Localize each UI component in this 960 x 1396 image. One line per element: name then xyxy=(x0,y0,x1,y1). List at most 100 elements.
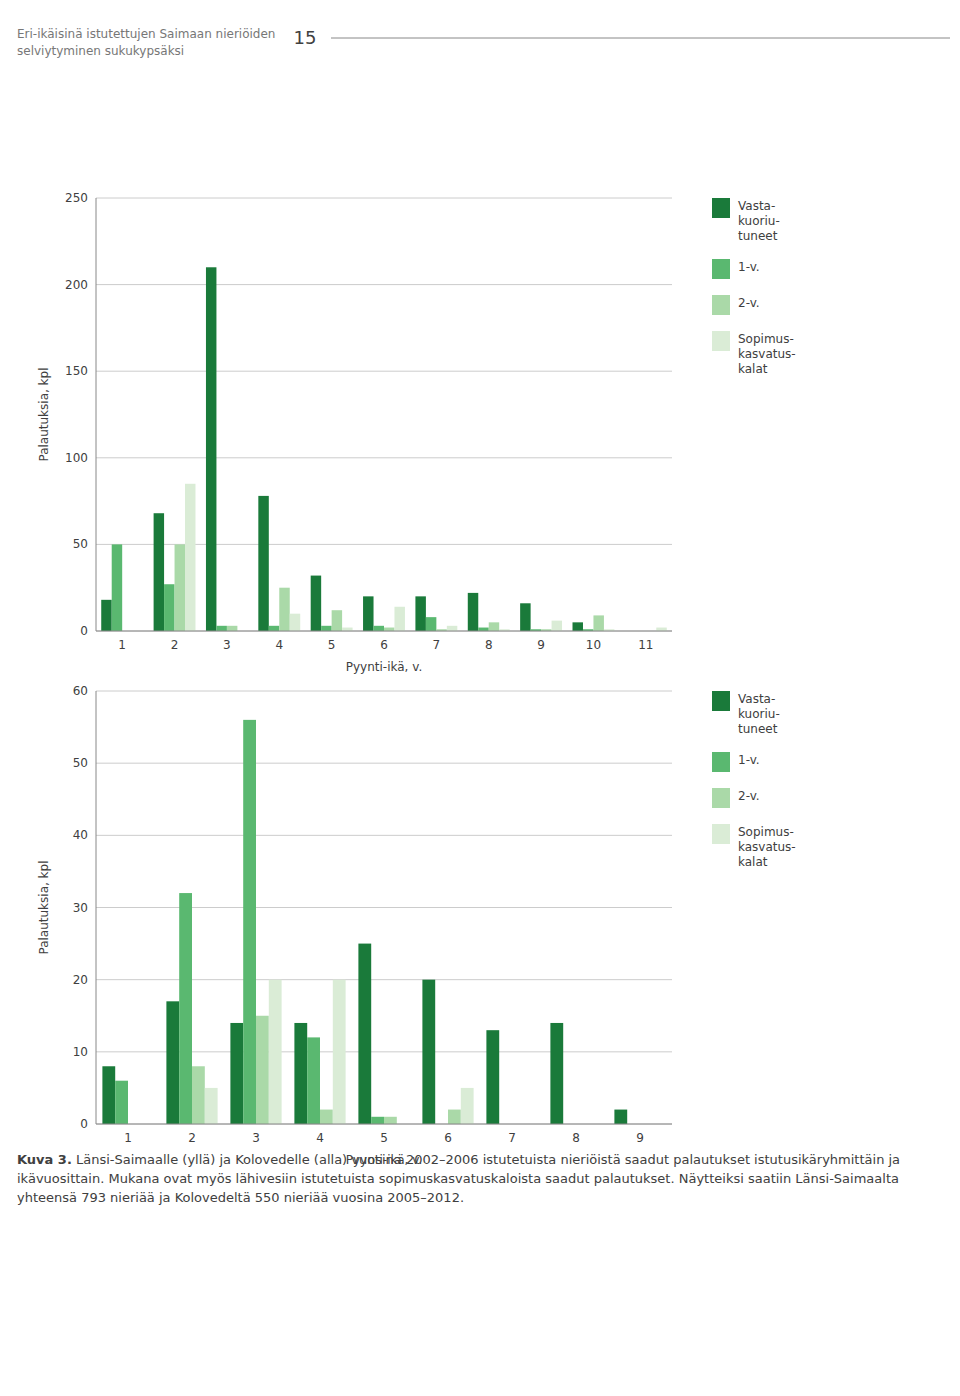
bar xyxy=(205,1088,218,1124)
bar xyxy=(258,496,268,631)
y-tick-label: 50 xyxy=(73,756,88,770)
header-rule xyxy=(331,38,950,39)
bar xyxy=(307,1037,320,1124)
bar xyxy=(593,615,603,631)
x-axis-label: Pyynti-ikä, v. xyxy=(346,660,422,674)
bar xyxy=(185,484,195,631)
bar xyxy=(552,621,562,631)
bar xyxy=(422,980,435,1124)
bar xyxy=(256,1016,269,1124)
bar xyxy=(192,1066,205,1124)
y-tick-label: 20 xyxy=(73,973,88,987)
x-tick-label: 4 xyxy=(316,1131,324,1145)
y-tick-label: 10 xyxy=(73,1045,88,1059)
legend-label-line: kalat xyxy=(738,855,768,869)
chart: 0102030405060123456789Pyynti-ikä, v.Pala… xyxy=(37,684,796,1167)
x-tick-label: 3 xyxy=(252,1131,260,1145)
page-svg: Eri-ikäisinä istutettujen Saimaan nieriö… xyxy=(0,0,960,1396)
bar xyxy=(486,1030,499,1124)
legend-swatch xyxy=(712,331,730,351)
bar xyxy=(279,588,289,631)
x-tick-label: 6 xyxy=(444,1131,452,1145)
x-tick-label: 10 xyxy=(586,638,601,652)
x-tick-label: 8 xyxy=(572,1131,580,1145)
bar xyxy=(154,513,164,631)
bar xyxy=(164,584,174,631)
x-tick-label: 8 xyxy=(485,638,493,652)
bar xyxy=(384,1117,397,1124)
x-axis-line xyxy=(96,1124,672,1125)
bar xyxy=(216,626,226,631)
legend-swatch xyxy=(712,691,730,711)
legend-swatch xyxy=(712,259,730,279)
bar xyxy=(321,626,331,631)
y-tick-label: 60 xyxy=(73,684,88,698)
header-line: Eri-ikäisinä istutettujen Saimaan nieriö… xyxy=(17,27,275,41)
bar xyxy=(175,544,185,631)
x-tick-label: 11 xyxy=(638,638,653,652)
x-tick-label: 2 xyxy=(188,1131,196,1145)
bar xyxy=(243,720,256,1124)
grid-line xyxy=(96,457,672,458)
legend-label-line: kasvatus- xyxy=(738,347,796,361)
y-axis-label: Palautuksia, kpl xyxy=(37,860,51,954)
legend-label-line: kuoriu- xyxy=(738,214,780,228)
bar xyxy=(363,596,373,631)
legend-label-line: 1-v. xyxy=(738,753,760,767)
bar xyxy=(448,1110,461,1124)
bar xyxy=(332,610,342,631)
legend-label-line: Vasta- xyxy=(738,692,775,706)
grid-line xyxy=(96,371,672,372)
bar xyxy=(394,607,404,631)
x-tick-label: 3 xyxy=(223,638,231,652)
legend-swatch xyxy=(712,752,730,772)
bar xyxy=(115,1081,128,1124)
legend-label: Sopimus-kasvatus-kalat xyxy=(738,332,796,376)
bar xyxy=(166,1001,179,1124)
bar xyxy=(384,628,394,631)
legend-label-line: tuneet xyxy=(738,229,778,243)
legend-label: Sopimus-kasvatus-kalat xyxy=(738,825,796,869)
grid-line xyxy=(96,835,672,836)
bar xyxy=(426,617,436,631)
y-axis-label: Palautuksia, kpl xyxy=(37,367,51,461)
bars xyxy=(102,720,627,1124)
bar xyxy=(102,1066,115,1124)
x-tick-label: 7 xyxy=(508,1131,516,1145)
legend-label-line: Sopimus- xyxy=(738,332,794,346)
x-tick-label: 5 xyxy=(328,638,336,652)
bar xyxy=(461,1088,474,1124)
bar xyxy=(227,626,237,631)
y-tick-label: 250 xyxy=(65,191,88,205)
page-number: 15 xyxy=(294,27,317,48)
legend-label-line: 2-v. xyxy=(738,789,760,803)
grid-line xyxy=(96,763,672,764)
chart: 0501001502002501234567891011Pyynti-ikä, … xyxy=(37,191,796,674)
x-tick-label: 9 xyxy=(537,638,545,652)
x-tick-label: 1 xyxy=(118,638,126,652)
bar xyxy=(269,626,279,631)
legend-label-line: tuneet xyxy=(738,722,778,736)
legend-label-line: Vasta- xyxy=(738,199,775,213)
y-axis-line xyxy=(96,198,97,631)
bar xyxy=(478,628,488,631)
x-tick-label: 6 xyxy=(380,638,388,652)
bar xyxy=(342,628,352,631)
bar xyxy=(371,1117,384,1124)
legend-label: Vasta-kuoriu-tuneet xyxy=(738,199,780,243)
bar xyxy=(112,544,122,631)
bars xyxy=(101,267,667,631)
grid-line xyxy=(96,691,672,692)
bar xyxy=(489,622,499,631)
caption-label: Kuva 3. xyxy=(17,1152,72,1167)
bar xyxy=(333,980,346,1124)
legend-swatch xyxy=(712,788,730,808)
bar xyxy=(656,628,666,631)
y-tick-label: 0 xyxy=(80,1117,88,1131)
x-axis-line xyxy=(96,631,672,632)
x-tick-label: 5 xyxy=(380,1131,388,1145)
bar xyxy=(358,944,371,1124)
bar xyxy=(290,614,300,631)
legend-label: Vasta-kuoriu-tuneet xyxy=(738,692,780,736)
y-tick-label: 40 xyxy=(73,828,88,842)
